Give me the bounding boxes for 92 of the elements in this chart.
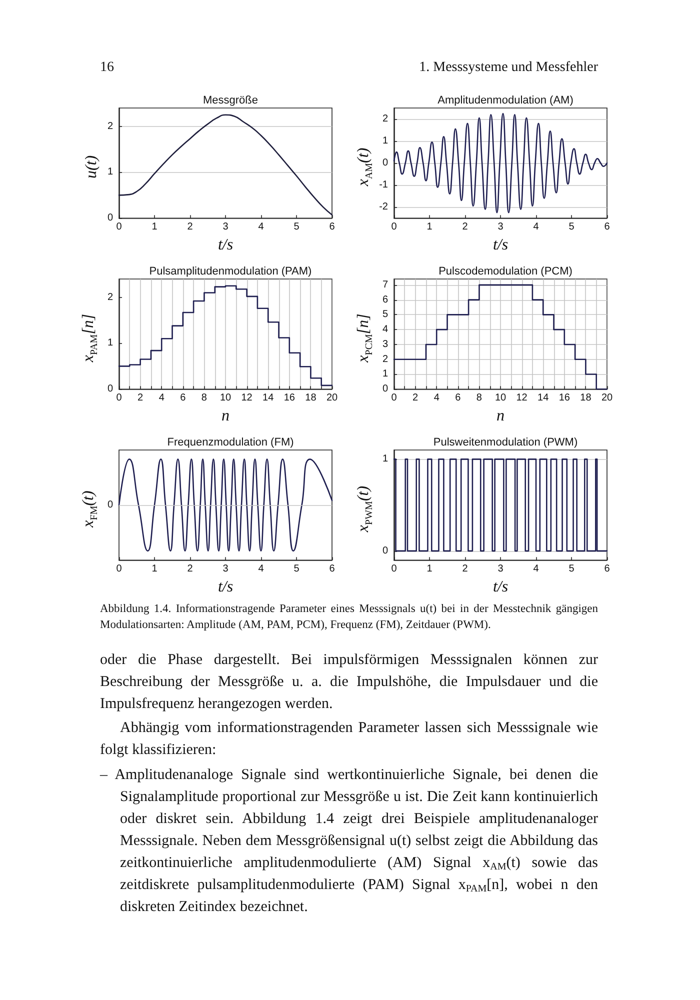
x-axis-title: t/s — [492, 236, 508, 254]
x-tick-label: 18 — [305, 392, 317, 404]
chart-title: Pulscodemodulation (PCM) — [438, 266, 572, 278]
x-tick-label: 3 — [222, 564, 229, 575]
chart-title: Pulsweitenmodulation (PWM) — [433, 436, 578, 448]
x-tick-label: 1 — [426, 564, 433, 575]
x-tick-label: 2 — [187, 222, 194, 233]
x-tick-label: 2 — [462, 222, 468, 233]
y-tick-label: 1 — [382, 454, 388, 465]
x-tick-label: 18 — [580, 392, 592, 404]
x-tick-label: 6 — [329, 222, 336, 233]
x-tick-label: 4 — [533, 564, 540, 575]
x-tick-label: 14 — [262, 392, 274, 404]
y-tick-label: 6 — [382, 294, 388, 306]
line-series — [118, 114, 333, 216]
x-tick-label: 12 — [241, 392, 253, 404]
x-tick-label: 0 — [116, 392, 122, 404]
chart-title: Frequenzmodulation (FM) — [167, 436, 294, 448]
x-tick-label: 3 — [222, 222, 229, 233]
y-tick-label: 5 — [382, 309, 388, 320]
x-tick-label: 0 — [116, 564, 122, 575]
x-tick-label: 1 — [152, 222, 158, 233]
x-tick-label: 4 — [158, 392, 165, 404]
y-tick-label: 3 — [382, 338, 388, 350]
x-axis-title: n — [222, 408, 230, 424]
y-tick-label: 7 — [382, 279, 388, 290]
x-tick-label: 4 — [533, 222, 540, 233]
x-tick-label: 4 — [258, 564, 264, 575]
text: Abbildung 1.4. Informationstragende Parameter eines Messsignals u(t) bei in der Messtechnik gängigen Modulationsarten: Amplitude (AM, PAM, PCM), Frequenz (FM), Zeitdauer (PWM). — [100, 602, 598, 632]
y-tick-label: 0 — [382, 158, 388, 169]
x-axis-title: t/s — [492, 578, 508, 596]
y-tick-label: 2 — [382, 114, 388, 125]
x-tick-label: 2 — [138, 392, 144, 404]
x-tick-label: 0 — [391, 564, 398, 575]
x-tick-label: 6 — [604, 564, 610, 575]
x-tick-label: 16 — [558, 392, 570, 404]
y-tick-label: 0 — [107, 212, 114, 224]
x-tick-label: 0 — [391, 392, 398, 404]
x-tick-label: 3 — [498, 564, 504, 575]
x-tick-label: 6 — [604, 222, 610, 233]
text: 16 — [100, 59, 114, 77]
y-tick-label: 0 — [382, 384, 388, 395]
y-tick-label: 1 — [107, 166, 114, 178]
x-tick-label: 5 — [294, 222, 300, 233]
x-tick-label: 1 — [426, 222, 433, 233]
y-tick-label: 2 — [107, 120, 114, 132]
x-tick-label: 2 — [412, 392, 419, 404]
x-tick-label: 4 — [258, 222, 264, 233]
y-tick-label: 2 — [107, 292, 114, 303]
y-tick-label: 1 — [382, 136, 388, 147]
y-tick-label: 2 — [382, 354, 388, 365]
x-tick-label: 16 — [284, 392, 296, 404]
y-tick-label: 4 — [382, 324, 388, 336]
x-tick-label: 0 — [391, 222, 398, 233]
y-tick-label: -1 — [379, 180, 388, 191]
x-tick-label: 12 — [516, 392, 528, 404]
x-tick-label: 14 — [538, 392, 550, 404]
x-axis-title: t/s — [218, 236, 234, 254]
y-axis-title: u(t) — [83, 154, 101, 178]
x-tick-label: 0 — [116, 222, 122, 233]
x-tick-label: 5 — [294, 564, 300, 575]
x-tick-label: 6 — [329, 564, 336, 575]
y-tick-label: 1 — [382, 368, 388, 380]
y-tick-label: 1 — [107, 338, 114, 349]
x-tick-label: 10 — [494, 392, 506, 404]
x-tick-label: 20 — [326, 392, 338, 404]
x-tick-label: 6 — [180, 392, 186, 404]
text: – Amplitudenanaloge Signale sind wertkontinuierliche Signale, bei denen die Signalamplitude proportional zur Messgröße u ist. Die Zeit kann kontinuierlich oder diskret sein. Abbildung 1.4 zeigt drei Beispiele amplitudenanaloger Messsignale. Neben dem Messgrößensignal u(t) selbst zeigt die Abbildung das zeitkontinuierliche amplitudenmodulierte (AM) Signal x$_{AM}$(t) sowie das zeitdiskrete pulsamplitudenmodulierte (PAM) Signal x$_{PAM}$[n], wobei n den diskreten Zeitindex bezeichnet. — [100, 767, 598, 915]
chart-title: Amplitudenmodulation (AM) — [438, 94, 574, 106]
x-tick-label: 4 — [434, 392, 440, 404]
x-tick-label: 8 — [476, 392, 482, 404]
y-tick-label: 0 — [107, 384, 114, 395]
x-tick-label: 6 — [455, 392, 462, 404]
x-tick-label: 3 — [498, 222, 504, 233]
line-series — [393, 112, 608, 214]
x-axis-title: n — [496, 408, 504, 424]
text: Abhängig vom informationstragenden Parameter lassen sich Messsignale wie folgt klassifizieren: — [100, 719, 598, 760]
x-tick-label: 5 — [568, 222, 575, 233]
text: oder die Phase dargestellt. Bei impulsförmigen Messsignalen können zur Beschreibung der Messgröße u. a. die Impulshöhe, die Impulsdauer und die Impulsfrequenz herangezogen werden. — [100, 651, 598, 714]
x-tick-label: 20 — [601, 392, 613, 404]
x-tick-label: 1 — [152, 564, 158, 575]
x-axis-title: t/s — [218, 578, 234, 596]
x-tick-label: 2 — [462, 564, 468, 575]
x-tick-label: 8 — [201, 392, 208, 404]
chart-title: Messgröße — [202, 94, 258, 106]
x-tick-label: 5 — [568, 564, 575, 575]
y-tick-label: 0 — [382, 545, 388, 556]
x-tick-label: 10 — [220, 392, 232, 404]
y-tick-label: -2 — [379, 202, 388, 213]
x-tick-label: 2 — [187, 564, 194, 575]
text: 1. Messsysteme und Messfehler — [419, 59, 598, 77]
chart-title: Pulsamplitudenmodulation (PAM) — [149, 266, 312, 278]
